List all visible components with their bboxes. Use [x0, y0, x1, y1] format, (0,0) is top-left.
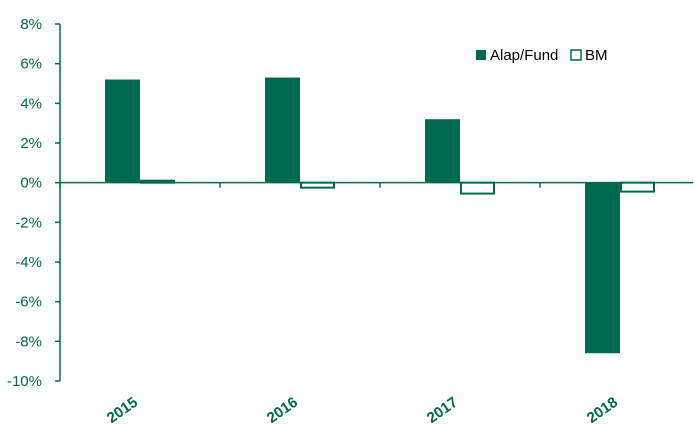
y-tick-label: -10%	[7, 373, 42, 390]
bar-bm-2018	[620, 181, 655, 193]
bar-alap-fund-2016	[265, 77, 300, 183]
y-axis: 8% 6% 4% 2% 0% -2% -4% -6% -8% -10%	[7, 16, 61, 390]
legend: Alap/Fund BM	[476, 47, 608, 64]
y-tick-label: 4%	[20, 95, 42, 112]
y-tick-label: -4%	[15, 254, 42, 271]
bar-alap-fund-2015	[105, 79, 140, 183]
bars	[105, 77, 655, 354]
legend-swatch-bm	[570, 49, 582, 61]
legend-label-alap-fund: Alap/Fund	[490, 47, 558, 64]
legend-swatch-alap-fund	[476, 50, 486, 60]
y-tick-label: -2%	[15, 214, 42, 231]
y-tick-label: 8%	[20, 16, 42, 33]
x-tick-label: 2015	[104, 394, 141, 427]
y-tick-label: 2%	[20, 135, 42, 152]
x-tick-label: 2018	[584, 394, 621, 427]
bar-alap-fund-2018	[585, 182, 620, 354]
y-tick-label: 0%	[20, 175, 42, 192]
legend-label-bm: BM	[585, 47, 608, 64]
bar-bm-2017	[460, 181, 495, 195]
x-tick-label: 2017	[424, 394, 461, 427]
y-tick-label: -6%	[15, 294, 42, 311]
y-tick-label: -8%	[15, 333, 42, 350]
y-tick-label: 6%	[20, 56, 42, 73]
bar-alap-fund-2017	[425, 119, 460, 183]
x-tick-label: 2016	[264, 394, 301, 427]
